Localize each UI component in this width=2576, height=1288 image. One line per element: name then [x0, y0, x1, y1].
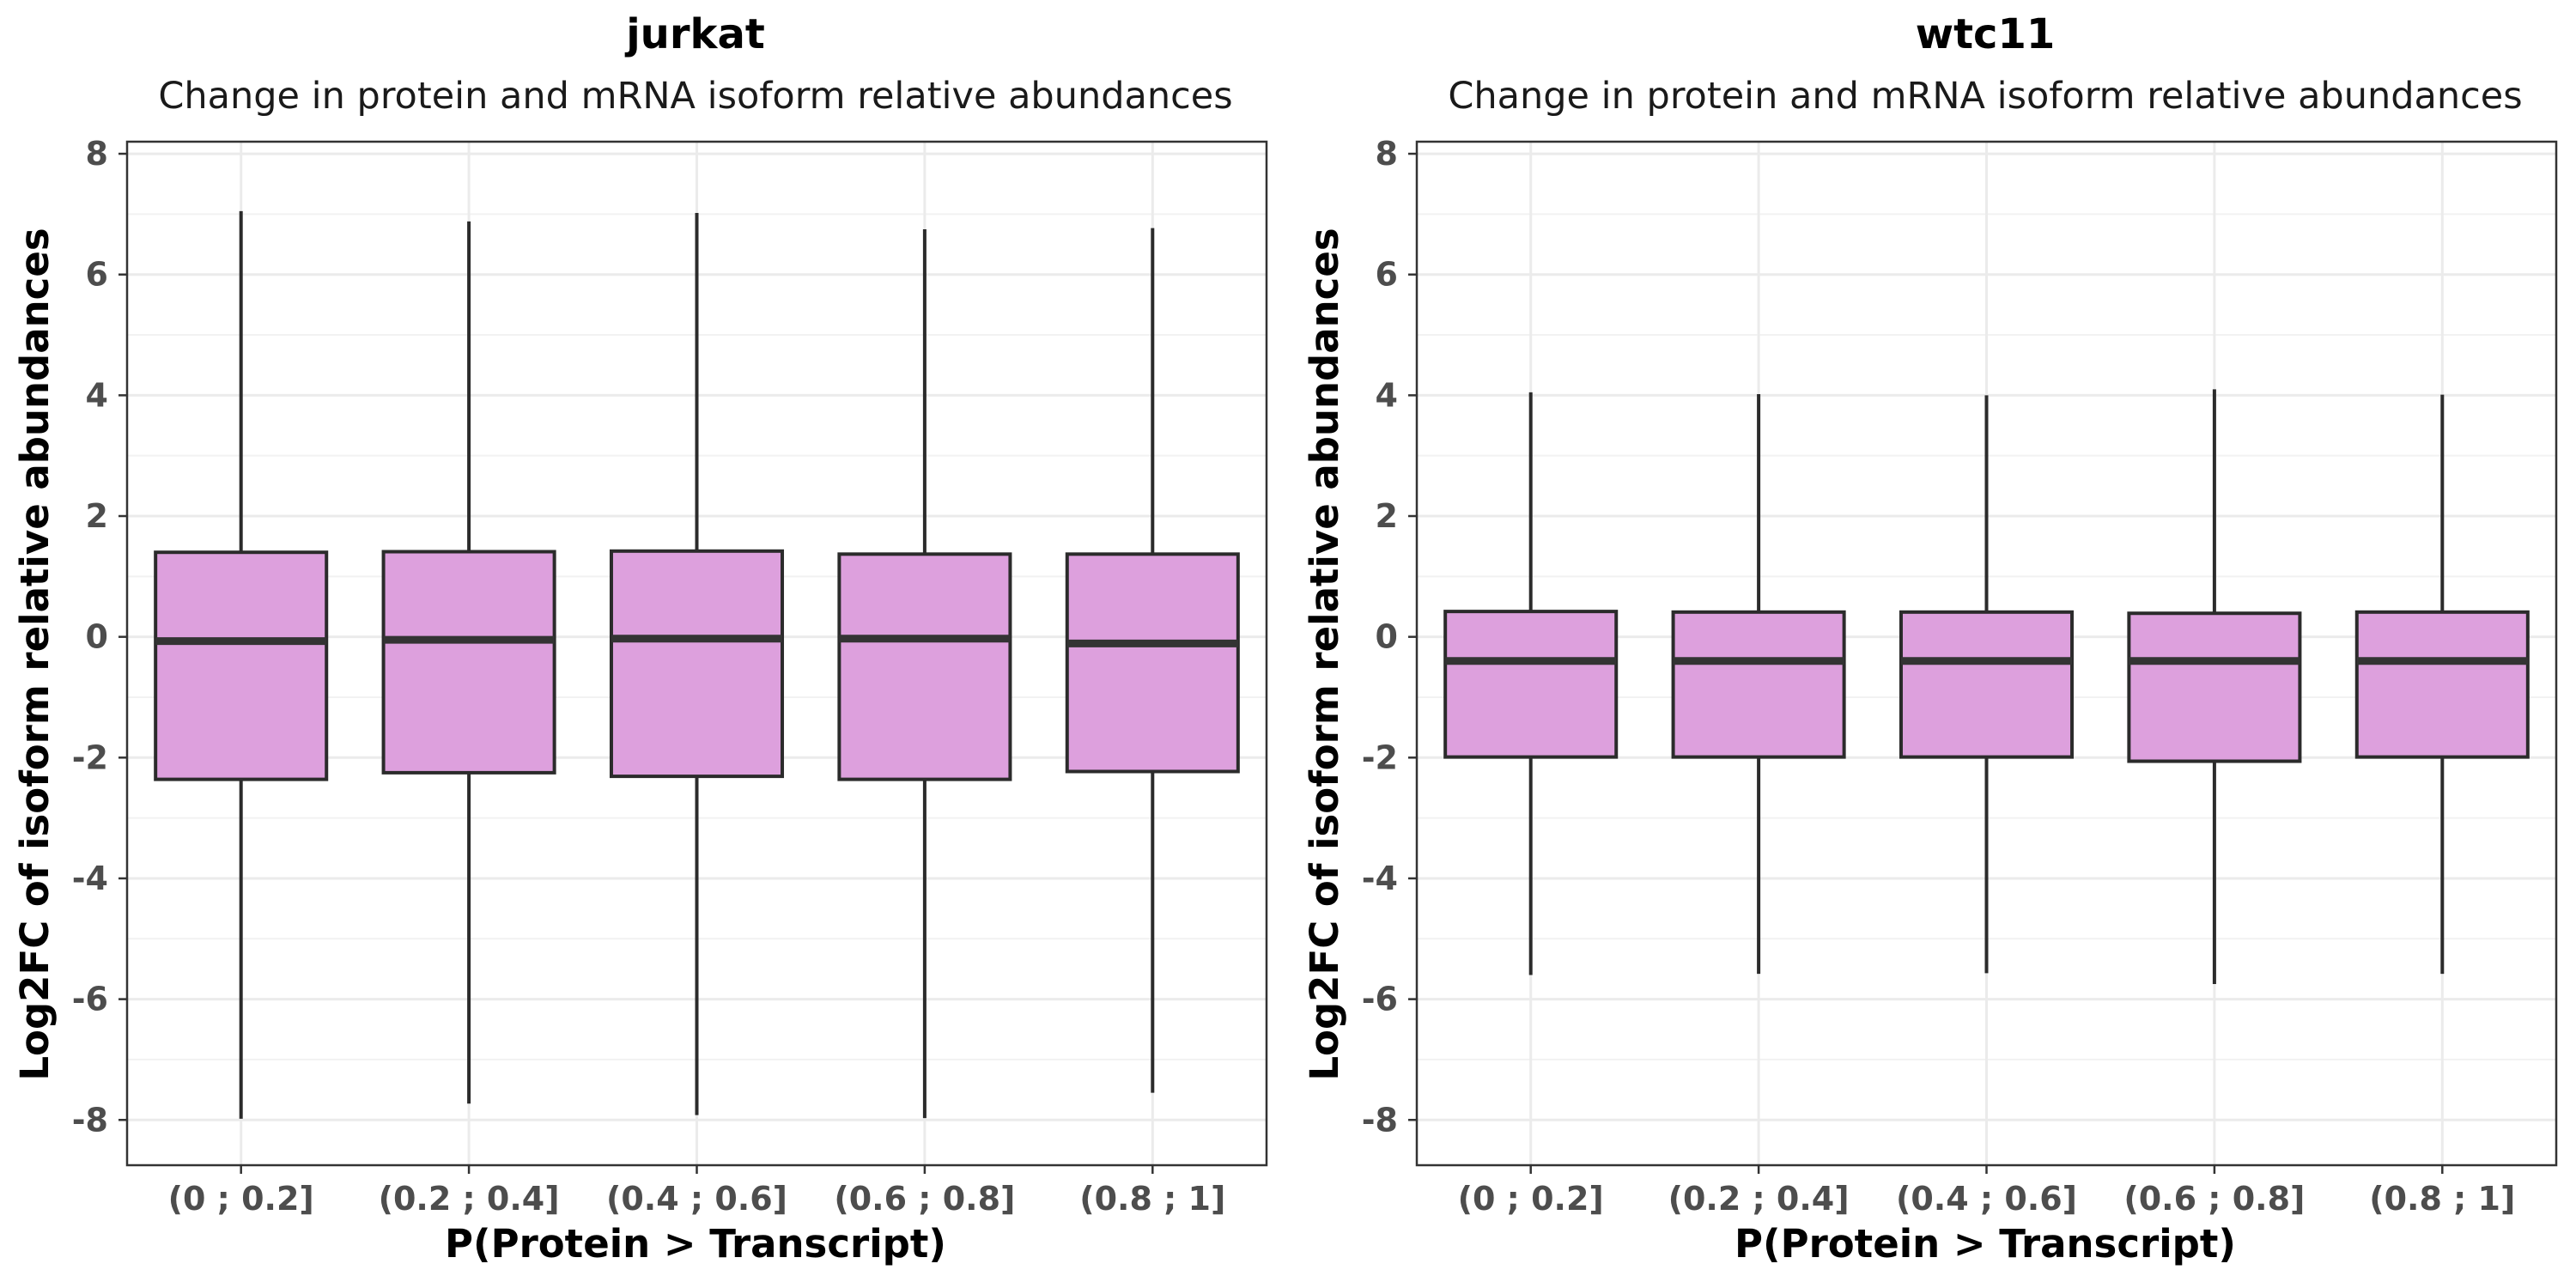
- box-5: [1065, 228, 1240, 1093]
- box-body: [1671, 610, 1846, 759]
- y-tick-label: 2: [1376, 497, 1398, 535]
- box-1: [1443, 392, 1619, 975]
- box-4: [837, 228, 1012, 1119]
- x-tick-label: (0.6 ; 0.8]: [2123, 1180, 2305, 1218]
- box-1: [154, 210, 329, 1119]
- box-3: [1899, 395, 2075, 974]
- box-body: [1065, 552, 1240, 774]
- y-axis-label: Log2FC of isoform relative abundances: [12, 228, 58, 1080]
- box-2: [381, 221, 556, 1104]
- plot-area: -8 -6 -4 -2 0 2 4 6 8 (0 ; 0.2] (0.2 ; 0.4] (0.4 ; …: [72, 135, 1268, 1218]
- x-tick-label: (0.2 ; 0.4]: [379, 1180, 560, 1218]
- box-body: [154, 550, 329, 781]
- x-axis-label: P(Protein > Transcript): [1735, 1221, 2236, 1267]
- panel-subtitle: Change in protein and mRNA isoform relat…: [1448, 75, 2522, 118]
- box-5: [2354, 394, 2530, 975]
- y-tick-label: 4: [1376, 376, 1398, 414]
- y-tick-label: 6: [86, 256, 108, 294]
- y-tick-label: -6: [1362, 981, 1398, 1018]
- x-tick-label: (0 ; 0.2]: [168, 1180, 314, 1218]
- y-tick-label: 8: [1376, 135, 1398, 173]
- box-body: [1899, 610, 2075, 759]
- y-axis-label: Log2FC of isoform relative abundances: [1302, 228, 1347, 1080]
- x-tick-label: (0.8 ; 1]: [2369, 1180, 2515, 1218]
- box-body: [381, 550, 556, 775]
- x-axis-label: P(Protein > Transcript): [445, 1221, 946, 1267]
- y-tick-label: 8: [86, 135, 108, 173]
- box-3: [609, 212, 785, 1115]
- y-tick-label: -8: [72, 1101, 108, 1139]
- panel-title: wtc11: [1916, 10, 2056, 58]
- plot-area: -8 -6 -4 -2 0 2 4 6 8 (0 ; 0.2] (0.2 ; 0.4] (0.4 ; …: [1362, 135, 2558, 1218]
- y-tick-label: -6: [72, 981, 108, 1018]
- x-tick-label: (0.2 ; 0.4]: [1668, 1180, 1850, 1218]
- y-tick-label: -4: [72, 860, 108, 897]
- y-tick-label: 2: [86, 497, 108, 535]
- box-2: [1671, 393, 1846, 975]
- y-tick-label: 0: [1376, 618, 1398, 656]
- x-tick-label: (0.6 ; 0.8]: [834, 1180, 1015, 1218]
- y-tick-label: -2: [1362, 738, 1398, 776]
- box-body: [2127, 611, 2302, 763]
- box-body: [1443, 610, 1619, 759]
- box-body: [609, 549, 785, 779]
- panel-wtc11: wtc11 Change in protein and mRNA isoform…: [1302, 10, 2558, 1267]
- y-tick-label: 0: [86, 618, 108, 656]
- panel-title: jurkat: [624, 10, 765, 58]
- y-tick-label: 4: [86, 376, 108, 414]
- x-tick-label: (0.8 ; 1]: [1079, 1180, 1225, 1218]
- y-tick-label: -2: [72, 738, 108, 776]
- box-body: [837, 552, 1012, 781]
- panel-jurkat: jurkat Change in protein and mRNA isofor…: [12, 10, 1268, 1267]
- box-4: [2127, 389, 2302, 985]
- panel-subtitle: Change in protein and mRNA isoform relat…: [158, 75, 1232, 118]
- x-tick-label: (0.4 ; 0.6]: [606, 1180, 787, 1218]
- x-tick-label: (0 ; 0.2]: [1458, 1180, 1604, 1218]
- y-tick-label: 6: [1376, 256, 1398, 294]
- x-tick-label: (0.4 ; 0.6]: [1896, 1180, 2077, 1218]
- y-tick-label: -8: [1362, 1101, 1398, 1139]
- box-body: [2354, 610, 2530, 759]
- y-tick-label: -4: [1362, 860, 1398, 897]
